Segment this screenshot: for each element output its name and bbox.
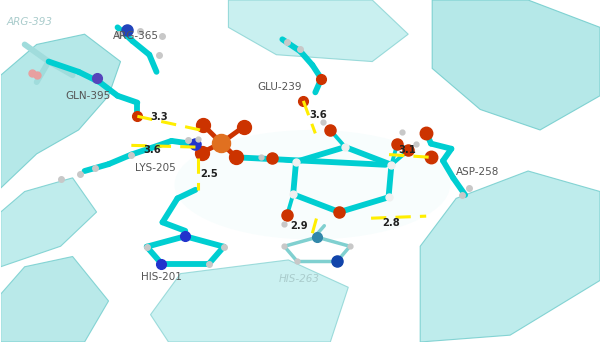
Polygon shape: [432, 0, 600, 130]
Text: ASP-258: ASP-258: [455, 167, 499, 177]
Polygon shape: [229, 0, 408, 62]
Text: GLN-395: GLN-395: [65, 91, 110, 101]
Text: 2.8: 2.8: [383, 218, 400, 228]
Polygon shape: [1, 178, 97, 267]
Ellipse shape: [175, 130, 450, 239]
Text: LYS-205: LYS-205: [135, 162, 176, 173]
Text: HIS-263: HIS-263: [278, 274, 320, 284]
Polygon shape: [151, 260, 348, 342]
Polygon shape: [1, 256, 109, 342]
Text: 2.5: 2.5: [200, 169, 218, 179]
Text: 3.6: 3.6: [310, 109, 327, 120]
Polygon shape: [1, 34, 121, 188]
Text: 3.3: 3.3: [151, 112, 169, 122]
Polygon shape: [420, 171, 600, 342]
Text: HIS-201: HIS-201: [141, 272, 182, 282]
Text: ARG-393: ARG-393: [7, 17, 52, 27]
Text: 3.1: 3.1: [398, 145, 416, 156]
Text: ARG-365: ARG-365: [113, 31, 158, 41]
Text: 2.9: 2.9: [290, 221, 308, 232]
Text: GLU-239: GLU-239: [257, 82, 302, 92]
Text: 3.6: 3.6: [143, 145, 161, 156]
